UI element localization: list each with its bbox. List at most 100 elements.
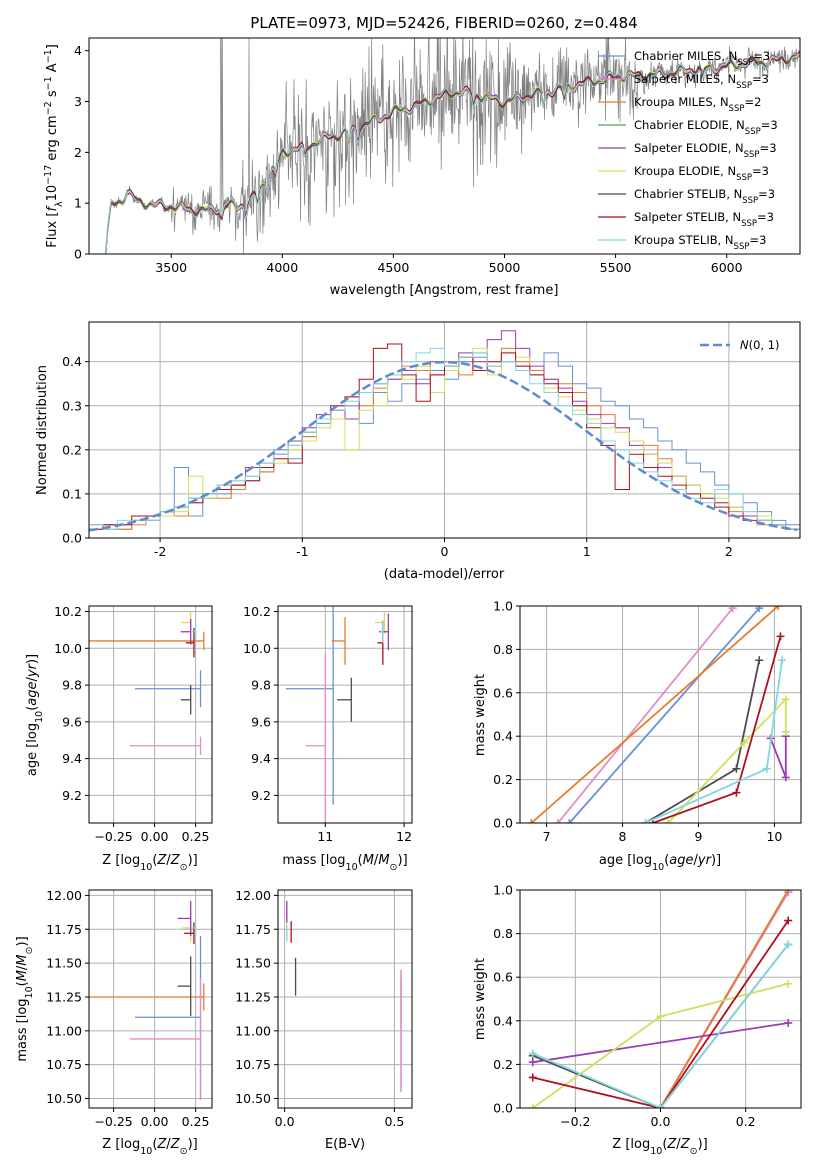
- y-tick-label: 11.00: [46, 1023, 82, 1038]
- weight-marker: [755, 656, 764, 665]
- legend-label: Kroupa MILES, NSSP=2: [634, 95, 761, 114]
- weight-vs-age-frame: [519, 605, 802, 824]
- weight-marker: [784, 890, 793, 894]
- x-tick-label: 5500: [600, 260, 632, 275]
- mass-vs-Z-plot: [89, 900, 205, 1100]
- legend-label: N(0, 1): [740, 338, 780, 352]
- y-tick-label: 10.2: [54, 604, 82, 619]
- mass-vs-ebv-axes: 0.0 0.5 10.50 10.75 11.00 11.25 11.50 11.75 12.0…: [235, 888, 413, 1129]
- x-tick-label: 0: [441, 544, 449, 559]
- weight-vs-Z-grid: [520, 889, 801, 1109]
- age-vs-Z-grid: [89, 606, 212, 823]
- x-tick-label: 6000: [711, 260, 743, 275]
- legend-label: Salpeter STELIB, NSSP=3: [634, 210, 774, 229]
- weight-vs-age-xlabel: age [log10(age/yr)]: [599, 853, 721, 873]
- age-vs-mass-xlabel: mass [log10(M/M⊙)]: [282, 853, 407, 873]
- weight-marker: [776, 632, 785, 641]
- mass-vs-ebv-plot: [286, 900, 402, 1092]
- x-tick-label: 0.00: [141, 1114, 169, 1129]
- y-tick-label: 0.8: [493, 926, 513, 941]
- x-tick-label: 1: [583, 544, 591, 559]
- x-tick-label: 9: [694, 829, 702, 844]
- errorbar-point-0: [89, 983, 205, 1011]
- weight-line-2: [530, 606, 779, 823]
- weight-line-2: [659, 890, 789, 1108]
- x-tick-label: 3500: [155, 260, 187, 275]
- y-tick-label: 0.4: [493, 729, 513, 744]
- y-tick-label: 10.75: [235, 1057, 271, 1072]
- age-vs-Z-frame: [88, 605, 213, 824]
- y-tick-label: 10.2: [243, 604, 271, 619]
- mass-vs-ebv-frame: [277, 889, 413, 1109]
- weight-marker: [732, 764, 741, 773]
- errorbar-point-5: [378, 613, 390, 651]
- spectrum-ylabel: Flux [fλ10−17 erg cm−2 s−1 A−1]: [43, 44, 65, 248]
- x-tick-label: 10: [766, 829, 782, 844]
- age-vs-mass-axes: 11 12 9.2 9.4 9.6 9.8 10.0 10.2: [243, 604, 413, 844]
- mass-vs-Z-frame: [88, 889, 213, 1109]
- x-tick-label: −0.25: [94, 829, 132, 844]
- x-tick-label: 12: [396, 829, 412, 844]
- weight-marker: [656, 1104, 665, 1108]
- errorbar-point-6: [377, 620, 384, 665]
- model-line-8: [104, 52, 800, 254]
- residuals-plot: [89, 330, 800, 538]
- y-tick-label: 0.4: [493, 1013, 513, 1028]
- weight-marker: [528, 1049, 537, 1058]
- weight-line-6: [532, 919, 789, 1108]
- weight-marker: [553, 819, 562, 823]
- y-tick-label: 10.50: [235, 1091, 271, 1106]
- age-vs-Z-xlabel: Z [log10(Z/Z⊙)]: [102, 853, 197, 873]
- x-tick-label: 5000: [489, 260, 521, 275]
- y-tick-label: 9.6: [251, 714, 271, 729]
- x-tick-label: 0.25: [182, 1114, 210, 1129]
- mass-vs-ebv-xlabel: E(B-V): [325, 1137, 365, 1152]
- weight-marker: [784, 1018, 793, 1027]
- x-tick-label: −0.2: [560, 1114, 590, 1129]
- y-tick-label: 1: [74, 196, 82, 211]
- gaussian-reference-line: [89, 360, 798, 532]
- y-tick-label: 11.50: [46, 956, 82, 971]
- y-tick-label: 9.6: [62, 714, 82, 729]
- y-tick-label: 0.0: [493, 816, 513, 831]
- y-tick-label: 12.00: [235, 888, 271, 903]
- x-tick-label: 0.00: [141, 829, 169, 844]
- y-tick-label: 10.50: [46, 1091, 82, 1106]
- mass-vs-Z-grid: [89, 890, 212, 1108]
- x-tick-label: 0.5: [384, 1114, 404, 1129]
- y-tick-label: 4: [74, 43, 82, 58]
- weight-line-7: [532, 943, 789, 1108]
- weight-marker: [784, 979, 793, 988]
- y-tick-label: 0.1: [62, 486, 82, 501]
- x-tick-label: 0.0: [651, 1114, 671, 1129]
- weight-marker: [527, 819, 536, 823]
- errorbar-point-1: [134, 670, 202, 708]
- weight-line-7: [644, 660, 783, 823]
- weight-marker: [778, 656, 787, 665]
- y-tick-label: 1.0: [493, 883, 513, 898]
- spectrum-plot: [89, 38, 800, 254]
- weight-marker: [528, 1058, 537, 1067]
- legend-label: Chabrier STELIB, NSSP=3: [634, 187, 775, 206]
- y-tick-label: 10.0: [243, 641, 271, 656]
- x-tick-label: 4500: [377, 260, 409, 275]
- y-tick-label: 11.50: [235, 956, 271, 971]
- weight-line-3: [644, 660, 761, 823]
- weight-marker: [664, 819, 673, 823]
- errorbar-point-2: [130, 978, 202, 1100]
- errorbar-point-0: [89, 631, 205, 651]
- age-vs-Z-ylabel: age [log10(age/yr)]: [25, 654, 45, 776]
- y-tick-label: 0.2: [62, 442, 82, 457]
- y-tick-label: 2: [74, 145, 82, 160]
- weight-vs-Z-xlabel: Z [log10(Z/Z⊙)]: [612, 1137, 707, 1157]
- x-tick-label: 0.2: [736, 1114, 756, 1129]
- x-tick-label: 2: [725, 544, 733, 559]
- age-vs-mass-plot: [285, 606, 390, 823]
- weight-marker: [656, 1012, 665, 1021]
- x-tick-label: 11: [317, 829, 333, 844]
- weight-marker: [755, 606, 764, 613]
- spectrum-title: PLATE=0973, MJD=52426, FIBERID=0260, z=0…: [250, 14, 637, 32]
- y-tick-label: 0.4: [62, 354, 82, 369]
- weight-line-1: [557, 607, 734, 823]
